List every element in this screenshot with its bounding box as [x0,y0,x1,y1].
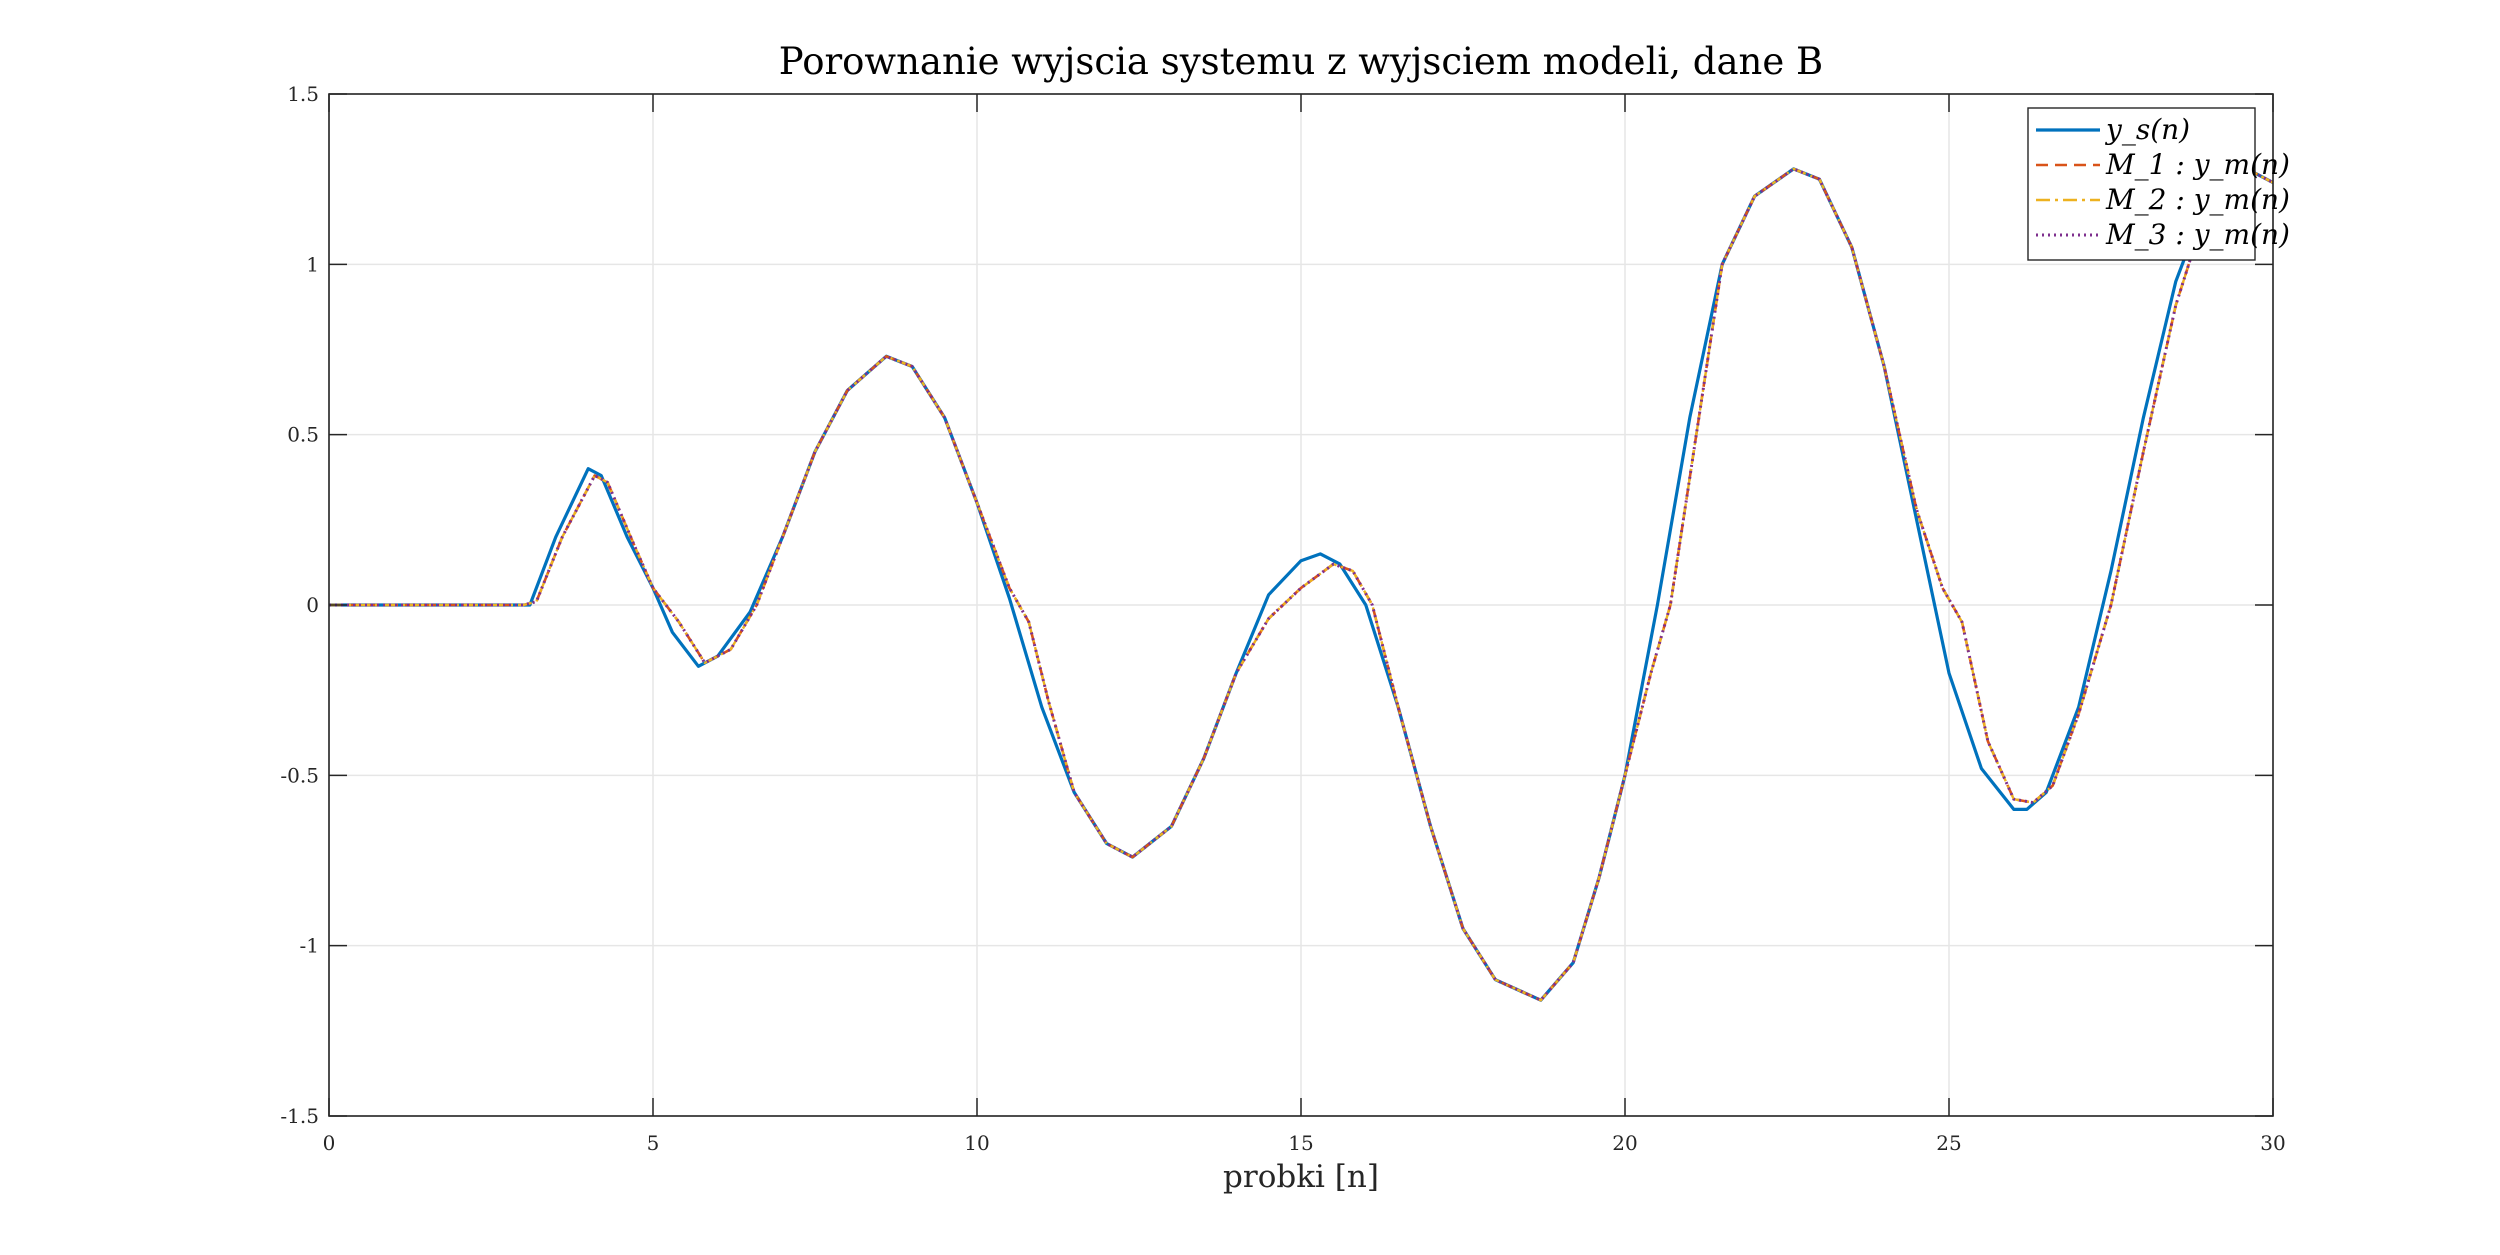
x-tick-label: 5 [647,1131,660,1155]
legend: y_s(n)M_1 : y_m(n)M_2 : y_m(n)M_3 : y_m(… [2027,107,2290,261]
y-tick-label: 0.5 [287,423,319,447]
series-line-3 [329,164,2273,1002]
y-tick-label: 1.5 [287,82,319,106]
x-tick-label: 0 [323,1131,336,1155]
x-tick-label: 10 [964,1131,989,1155]
x-tick-label: 20 [1612,1131,1637,1155]
legend-label-2: M_1 : y_m(n) [2105,148,2290,181]
x-tick-label: 15 [1288,1131,1313,1155]
chart-title: Porownanie wyjscia systemu z wyjsciem mo… [779,40,1823,83]
x-axis-label: probki [n] [1223,1159,1379,1195]
legend-label-1: y_s(n) [2104,113,2190,146]
legend-box [2027,107,2256,261]
series-line-1 [329,163,2273,1002]
y-tick-label: 0 [306,593,319,617]
x-tick-label: 25 [1936,1131,1961,1155]
y-tick-label: -0.5 [280,763,319,787]
legend-label-3: M_2 : y_m(n) [2105,183,2290,216]
y-tick-label: -1 [300,934,319,958]
legend-label-4: M_3 : y_m(n) [2105,218,2290,251]
x-tick-label: 30 [2260,1131,2285,1155]
series-line-2 [329,164,2273,1002]
y-tick-label: -1.5 [280,1104,319,1128]
y-tick-label: 1 [306,252,319,276]
